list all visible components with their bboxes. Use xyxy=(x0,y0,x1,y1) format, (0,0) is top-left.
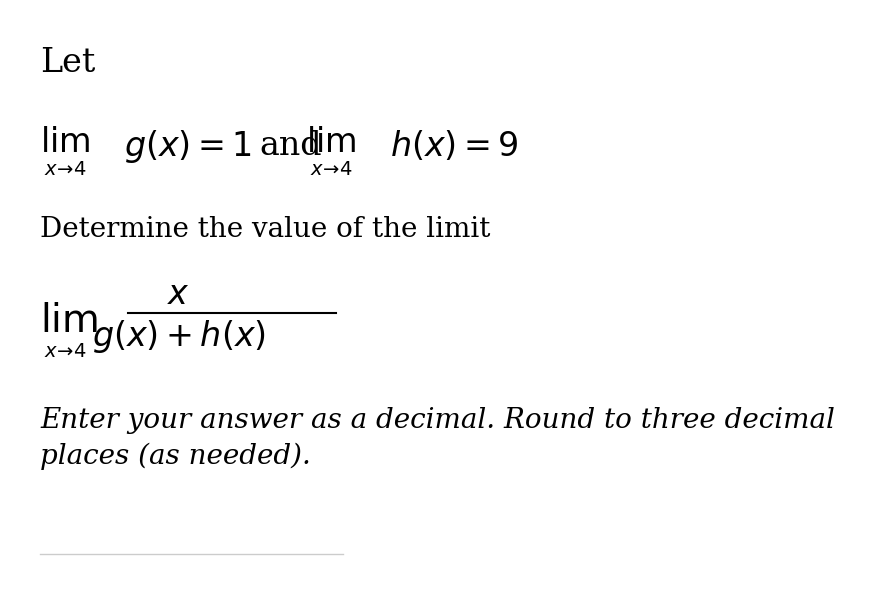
Text: $\lim$: $\lim$ xyxy=(40,127,91,159)
Text: Enter your answer as a decimal. Round to three decimal: Enter your answer as a decimal. Round to… xyxy=(40,406,835,434)
Text: $\lim$: $\lim$ xyxy=(40,303,99,340)
Text: $g(x) = 1$: $g(x) = 1$ xyxy=(124,128,252,164)
Text: Let: Let xyxy=(40,46,96,79)
Text: Determine the value of the limit: Determine the value of the limit xyxy=(40,216,490,243)
Text: $h(x) = 9$: $h(x) = 9$ xyxy=(391,129,519,163)
Text: places (as needed).: places (as needed). xyxy=(40,442,311,470)
Text: and: and xyxy=(259,130,321,162)
Text: $g(x) + h(x)$: $g(x) + h(x)$ xyxy=(92,318,266,355)
Text: $x$: $x$ xyxy=(167,279,190,311)
Text: $x\!\rightarrow\!4$: $x\!\rightarrow\!4$ xyxy=(44,161,87,179)
Text: $x\!\rightarrow\!4$: $x\!\rightarrow\!4$ xyxy=(310,161,353,179)
Text: $\lim$: $\lim$ xyxy=(306,127,356,159)
Text: $x\!\rightarrow\!4$: $x\!\rightarrow\!4$ xyxy=(44,343,87,361)
